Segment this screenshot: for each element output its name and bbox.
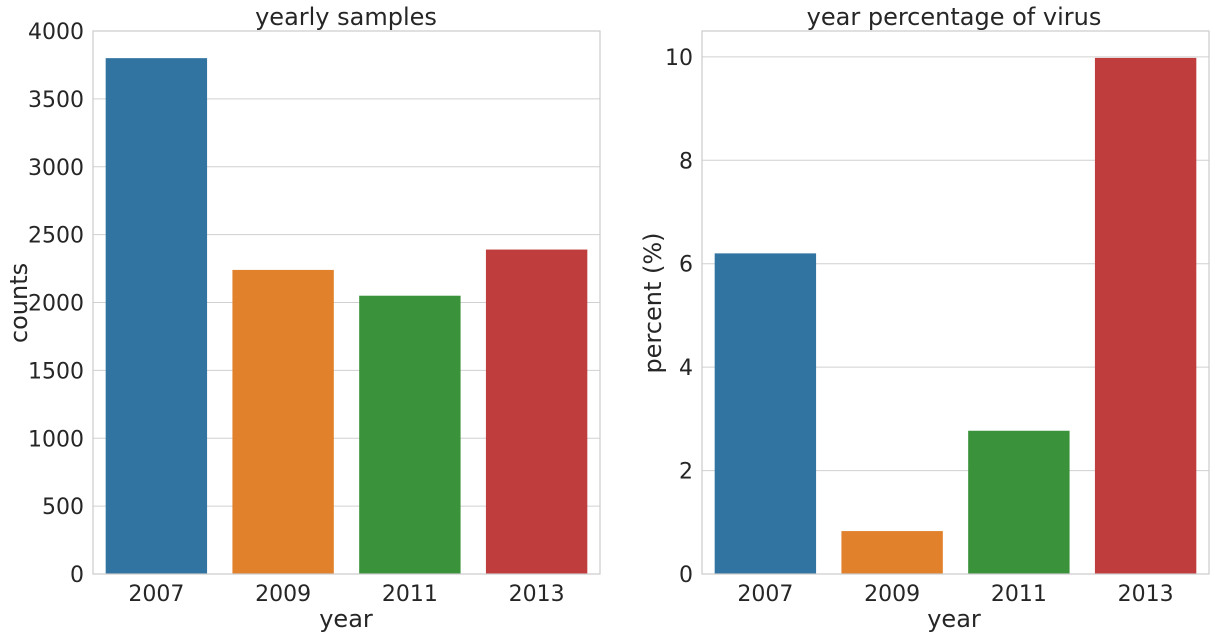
chart-year-percentage-of-virus: year percentage of virus year percent (%… bbox=[639, 3, 1210, 633]
x-tick-label: 2007 bbox=[128, 582, 184, 607]
y-tick-label: 3500 bbox=[28, 88, 84, 113]
y-tick-label: 4000 bbox=[28, 20, 84, 45]
y-tick-label: 1500 bbox=[28, 359, 84, 384]
y-tick-label: 500 bbox=[42, 495, 84, 520]
y-tick-label: 2500 bbox=[28, 224, 84, 249]
y-tick-label: 8 bbox=[679, 149, 693, 174]
x-tick-label: 2013 bbox=[1118, 582, 1174, 607]
bar-2011 bbox=[359, 295, 461, 574]
axes-frame bbox=[701, 30, 1210, 575]
y-axis-label: counts bbox=[5, 263, 33, 343]
y-tick-label: 0 bbox=[679, 563, 693, 588]
bar-2009 bbox=[841, 531, 943, 574]
chart-title: yearly samples bbox=[255, 3, 437, 31]
x-tick-label: 2009 bbox=[255, 582, 311, 607]
x-axis-label: year bbox=[927, 605, 981, 633]
bar-2013 bbox=[485, 249, 588, 574]
bar-2009 bbox=[232, 269, 334, 574]
y-tick-label: 2 bbox=[679, 460, 693, 485]
bar-2007 bbox=[105, 58, 208, 574]
x-tick-label: 2007 bbox=[737, 582, 793, 607]
bar-2013 bbox=[1094, 57, 1197, 575]
x-tick-label: 2011 bbox=[991, 582, 1047, 607]
bar-2007 bbox=[714, 253, 817, 574]
chart-title: year percentage of virus bbox=[807, 3, 1102, 31]
axes-frame bbox=[92, 30, 601, 575]
x-axis-label: year bbox=[319, 605, 373, 633]
x-tick-label: 2011 bbox=[382, 582, 438, 607]
bar-2011 bbox=[968, 430, 1070, 574]
y-tick-label: 6 bbox=[679, 253, 693, 278]
chart-yearly-samples: yearly samples year counts 0 500 1000 1500 2… bbox=[5, 3, 601, 633]
y-tick-label: 10 bbox=[665, 46, 693, 71]
x-tick-label: 2009 bbox=[864, 582, 920, 607]
y-tick-label: 1000 bbox=[28, 427, 84, 452]
x-tick-label: 2013 bbox=[509, 582, 565, 607]
y-tick-label: 2000 bbox=[28, 292, 84, 317]
y-tick-label: 4 bbox=[679, 356, 693, 381]
y-tick-label: 3000 bbox=[28, 156, 84, 181]
y-axis-label: percent (%) bbox=[639, 232, 667, 373]
y-tick-label: 0 bbox=[70, 563, 84, 588]
